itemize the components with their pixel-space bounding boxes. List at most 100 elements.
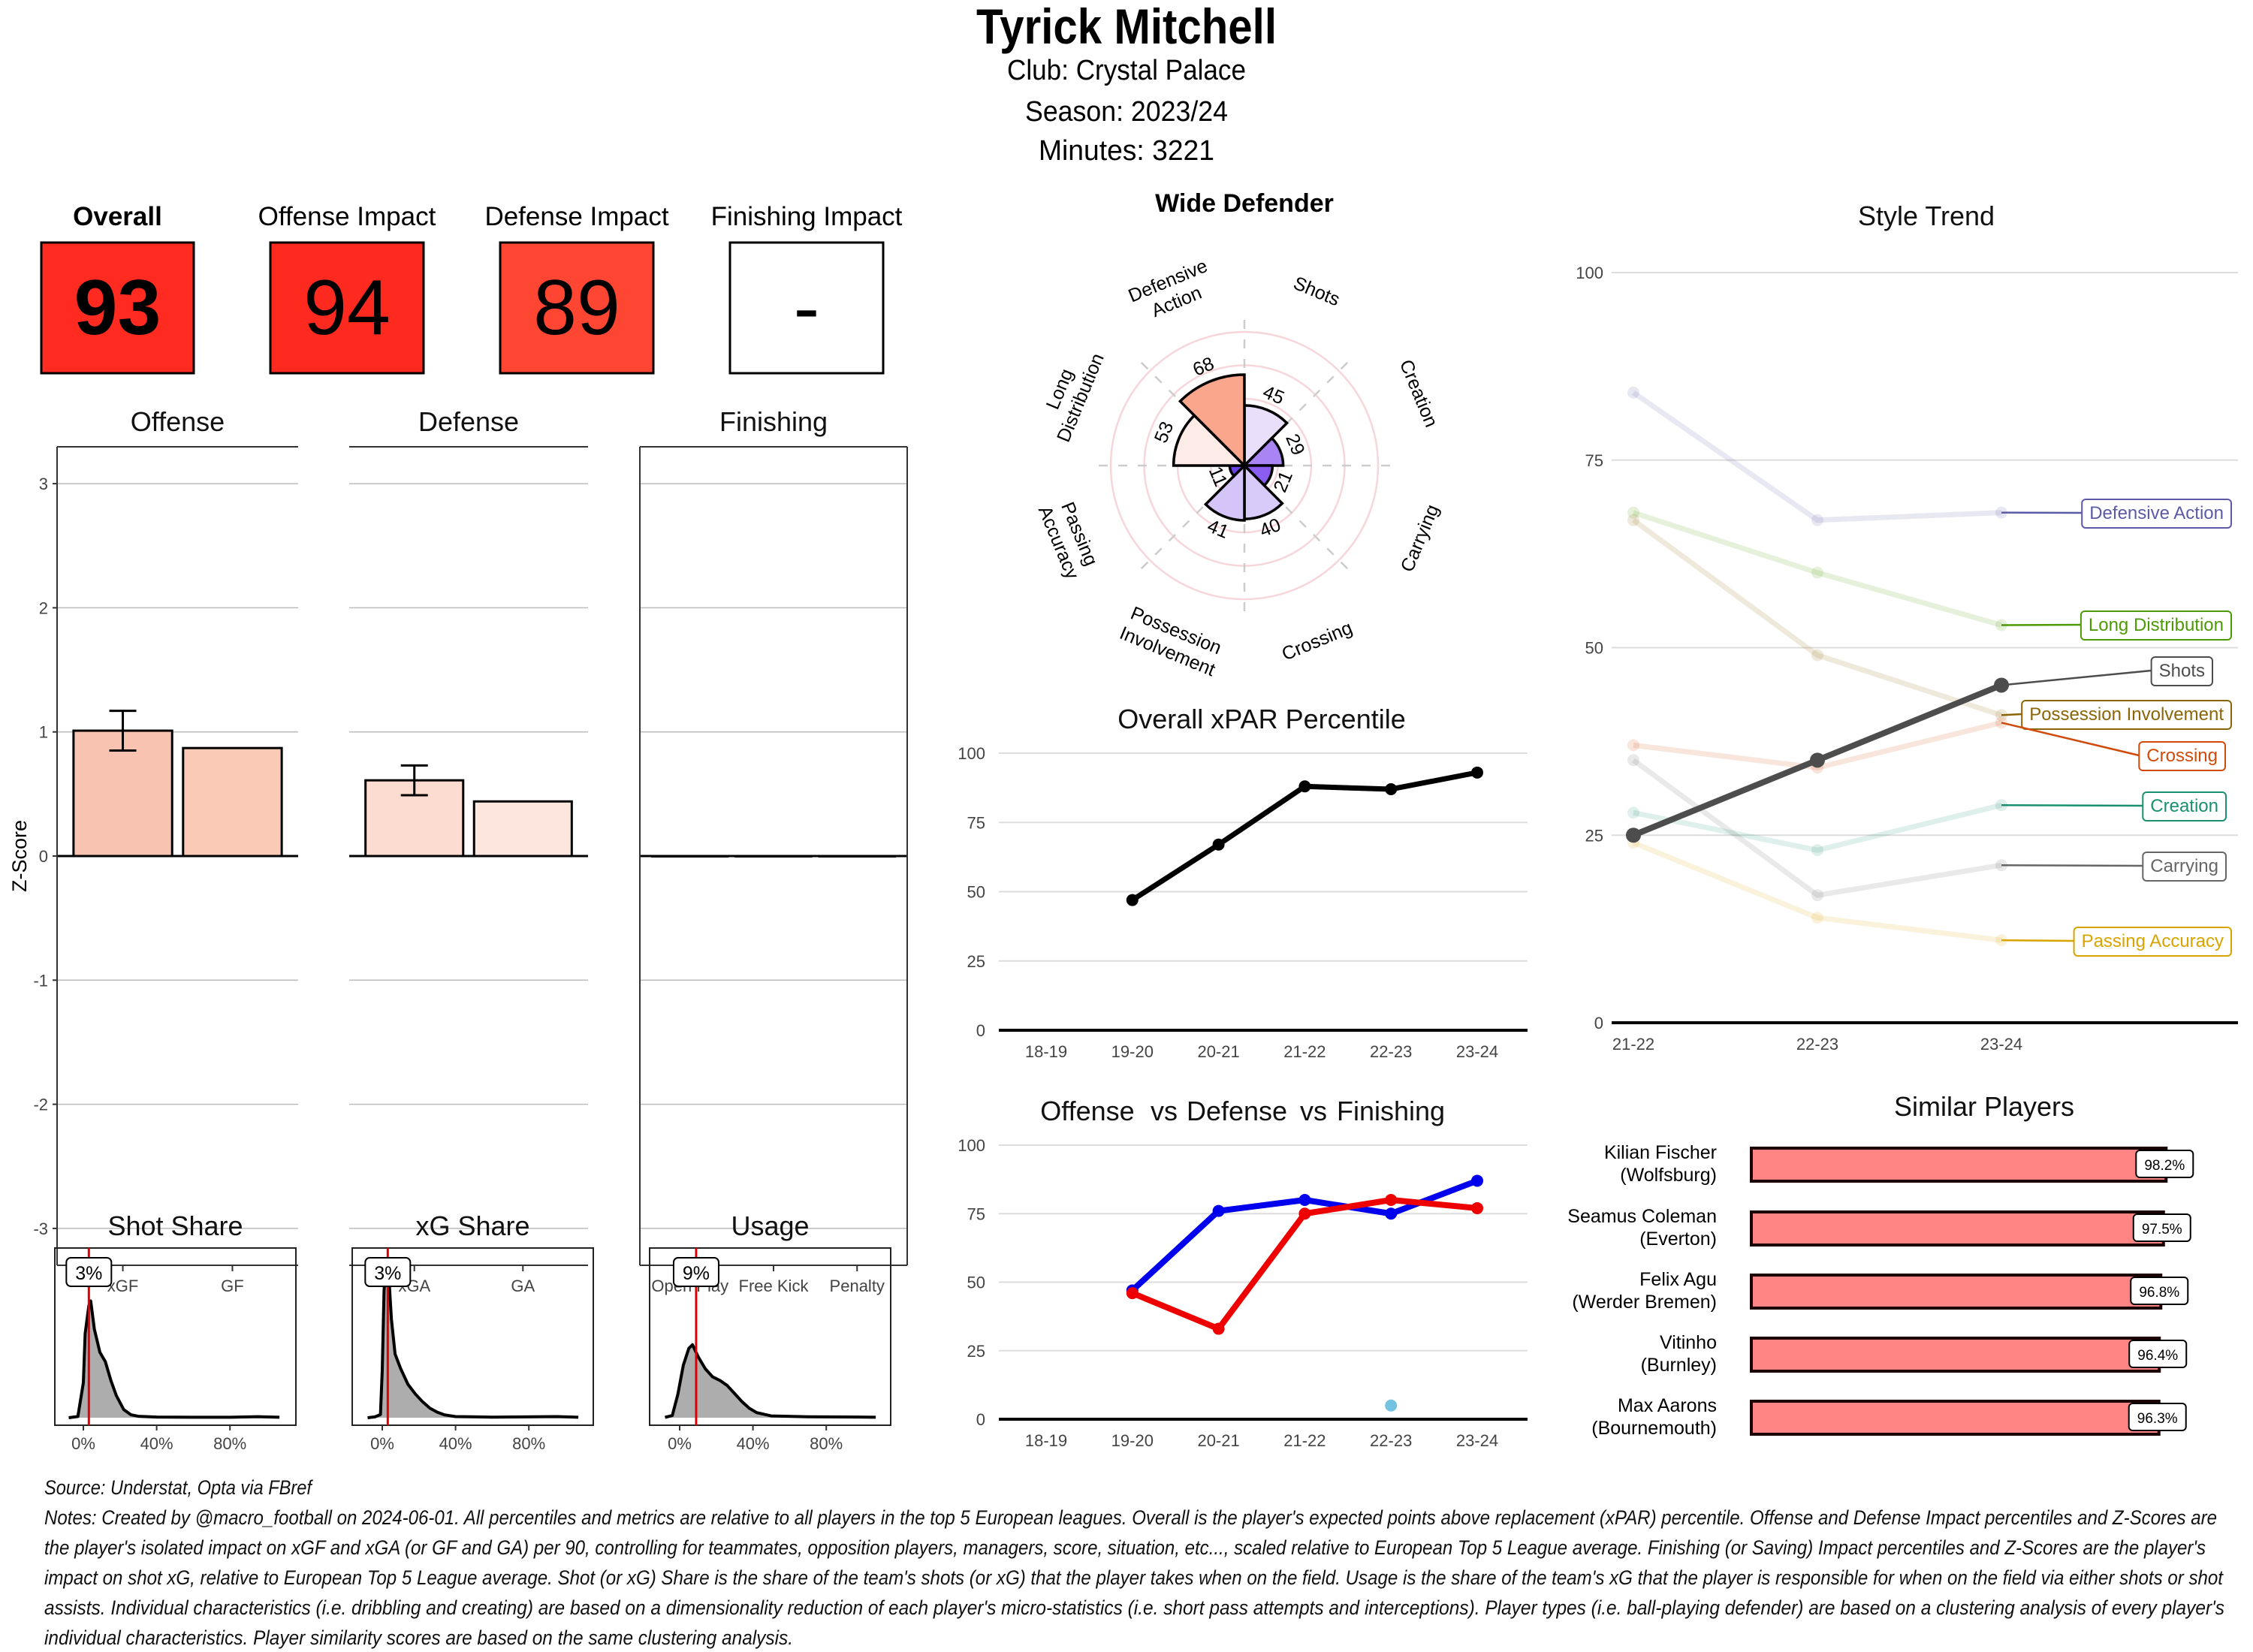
xpar-point	[1385, 782, 1398, 795]
title-part: Defense	[1187, 1096, 1287, 1126]
x-tick-label: 22-23	[1796, 1035, 1838, 1054]
y-tick-label: 25	[1585, 826, 1603, 845]
x-tick-label: 0%	[370, 1434, 394, 1453]
similarity-label: 96.8%	[2139, 1285, 2179, 1301]
faded-trend-point	[1627, 754, 1639, 767]
player-name: Felix Agu	[1639, 1269, 1717, 1290]
faded-trend-point	[1627, 506, 1639, 519]
series-point	[1385, 1399, 1398, 1412]
scorecard-value: 94	[303, 264, 391, 351]
scorecard-box	[499, 241, 655, 375]
x-tick-label: 80%	[213, 1434, 246, 1453]
z-score-bar	[182, 746, 283, 858]
radar-title: Wide Defender	[1155, 189, 1334, 218]
trend-label-connector	[2001, 804, 2143, 807]
x-tick-label: 21-22	[1283, 1431, 1326, 1450]
y-tick-label: 2	[39, 598, 48, 617]
similarity-label-box	[2132, 1213, 2191, 1242]
radar-sector	[1178, 373, 1246, 469]
marker-label: 9%	[683, 1263, 710, 1284]
faded-trend-line	[1633, 802, 2002, 853]
z-score-bar	[72, 729, 173, 858]
y-tick-label: 50	[967, 883, 985, 902]
trend-label: Long Distribution	[2089, 615, 2224, 635]
source-note: Source: Understat, Opta via FBref	[44, 1476, 313, 1499]
x-tick-label: 22-23	[1370, 1431, 1412, 1450]
series-point	[1298, 1207, 1311, 1220]
faded-trend-point	[1811, 514, 1823, 526]
player-name: Seamus Coleman	[1567, 1206, 1717, 1227]
z-score-bar	[472, 800, 573, 858]
title-part: Finishing	[1337, 1096, 1445, 1126]
x-tick-label: 80%	[810, 1434, 843, 1453]
highlight-trend-point	[1626, 828, 1641, 843]
club-line: Club: Crystal Palace	[1007, 55, 1246, 86]
faded-trend-point	[1811, 844, 1823, 857]
minutes-line: Minutes: 3221	[1039, 135, 1214, 167]
radar-sector	[1241, 436, 1285, 467]
similarity-label: 97.5%	[2142, 1222, 2182, 1237]
scorecard-value: 93	[74, 264, 161, 351]
panel-title: Offense	[131, 406, 225, 437]
scorecard-box	[269, 241, 425, 375]
chart-title: Similar Players	[1894, 1091, 2074, 1122]
similarity-label-box	[2128, 1340, 2188, 1368]
y-tick-label: 50	[967, 1274, 985, 1292]
player-name: Max Aarons	[1618, 1395, 1717, 1416]
similarity-bar	[1750, 1147, 2168, 1183]
scorecard-value: -	[794, 264, 820, 351]
chart-title: Style Trend	[1858, 200, 1995, 231]
trend-label-connector	[2001, 939, 2074, 942]
trend-label: Possession Involvement	[2029, 704, 2224, 725]
x-tick-label: 21-22	[1612, 1035, 1654, 1054]
x-tick-label: 40%	[439, 1434, 472, 1453]
player-team: (Everton)	[1639, 1228, 1717, 1250]
x-tick-label: Penalty	[830, 1277, 885, 1295]
trend-label: Carrying	[2150, 856, 2218, 876]
faded-trend-point	[1811, 649, 1823, 662]
x-tick-label: 21-22	[1283, 1042, 1326, 1061]
season-line: Season: 2023/24	[1025, 96, 1228, 128]
radar-sector	[1172, 413, 1248, 467]
panel-title: Defense	[418, 406, 519, 437]
faded-trend-point	[1811, 889, 1823, 902]
faded-trend-line	[1631, 517, 2003, 718]
trend-label-connector	[2001, 864, 2143, 867]
faded-trend-point	[1627, 739, 1639, 752]
y-tick-label: 100	[958, 744, 985, 763]
z-score-bar	[651, 855, 729, 858]
radar-ring	[1109, 330, 1380, 601]
y-tick-label: -3	[33, 1219, 48, 1238]
scorecard-box	[40, 241, 195, 375]
trend-label-box	[2073, 927, 2232, 957]
marker-label-box	[672, 1257, 719, 1287]
y-tick-label: 0	[1594, 1014, 1603, 1032]
density-title: Shot Share	[107, 1210, 243, 1241]
trend-label-box	[2081, 499, 2232, 529]
series-point	[1212, 1322, 1225, 1335]
notes-line: the player's isolated impact on xGF and …	[44, 1536, 2206, 1559]
x-tick-label: 80%	[512, 1434, 545, 1453]
faded-trend-point	[1811, 566, 1823, 579]
x-tick-label: 20-21	[1197, 1042, 1239, 1061]
similarity-bar	[1750, 1274, 2163, 1310]
scorecard-label: Defense Impact	[484, 202, 668, 231]
faded-trend-point	[1627, 514, 1639, 526]
trend-label-box	[2021, 700, 2232, 730]
y-tick-label: 3	[39, 475, 48, 493]
y-tick-label: 0	[39, 847, 48, 866]
similarity-bar	[1750, 1210, 2165, 1247]
series-point	[1385, 1194, 1398, 1206]
y-tick-label: 75	[1585, 451, 1603, 470]
y-tick-label: 1	[39, 723, 48, 742]
z-score-bar	[818, 855, 896, 858]
trend-label-box	[2080, 610, 2232, 641]
y-tick-label: 25	[967, 952, 985, 971]
density-title: xG Share	[415, 1210, 529, 1241]
title-part: vs	[1151, 1096, 1178, 1126]
marker-label: 3%	[374, 1263, 401, 1284]
trend-label: Passing Accuracy	[2082, 931, 2224, 951]
series-point	[1471, 1174, 1483, 1187]
similarity-label-box	[2135, 1150, 2194, 1178]
similarity-bar	[1750, 1400, 2161, 1436]
